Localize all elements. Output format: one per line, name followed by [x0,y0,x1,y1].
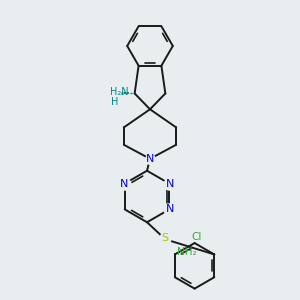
Text: S: S [161,233,168,243]
Text: Cl: Cl [191,232,202,242]
Text: H: H [111,98,118,107]
Text: H₂N: H₂N [110,88,129,98]
Text: N: N [166,204,175,214]
Text: N: N [119,178,128,189]
Text: N: N [166,178,175,189]
Text: NH₂: NH₂ [177,248,197,257]
Text: N: N [146,154,154,164]
